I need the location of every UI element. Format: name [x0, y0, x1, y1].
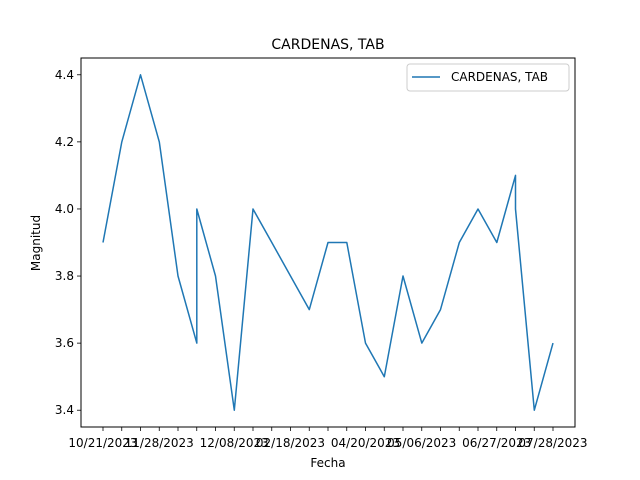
- legend-box: [406, 63, 570, 92]
- x-tick-label: 12/08/2023: [200, 436, 269, 450]
- y-tick-label: 4.2: [55, 135, 74, 149]
- x-tick-label: 07/28/2023: [518, 436, 587, 450]
- legend: CARDENAS, TAB: [406, 63, 570, 92]
- x-tick-label: 05/06/2023: [387, 436, 456, 450]
- y-tick-label: 4.4: [55, 68, 74, 82]
- y-axis-title: Magnitud: [29, 215, 43, 271]
- plot-area-frame: [80, 57, 576, 428]
- x-tick-label: 04/20/2023: [331, 436, 400, 450]
- y-tick-label: 4.0: [55, 202, 74, 216]
- x-tick-label: 10/21/2023: [68, 436, 137, 450]
- x-tick-label: 02/18/2023: [256, 436, 325, 450]
- x-tick-label: 06/27/2023: [462, 436, 531, 450]
- y-axis-ticks: 3.4 3.6 3.8 4.0 4.2 4.4: [55, 68, 81, 417]
- x-axis-ticks: [102, 427, 554, 431]
- series-line-cardenas-tab: [102, 74, 554, 411]
- chart-title: CARDENAS, TAB: [271, 37, 384, 53]
- x-tick-label: 11/28/2023: [125, 436, 194, 450]
- y-tick-label: 3.4: [55, 403, 74, 417]
- legend-label: CARDENAS, TAB: [451, 70, 548, 84]
- y-tick-label: 3.6: [55, 336, 74, 350]
- x-axis-title: Fecha: [310, 456, 345, 470]
- y-tick-label: 3.8: [55, 269, 74, 283]
